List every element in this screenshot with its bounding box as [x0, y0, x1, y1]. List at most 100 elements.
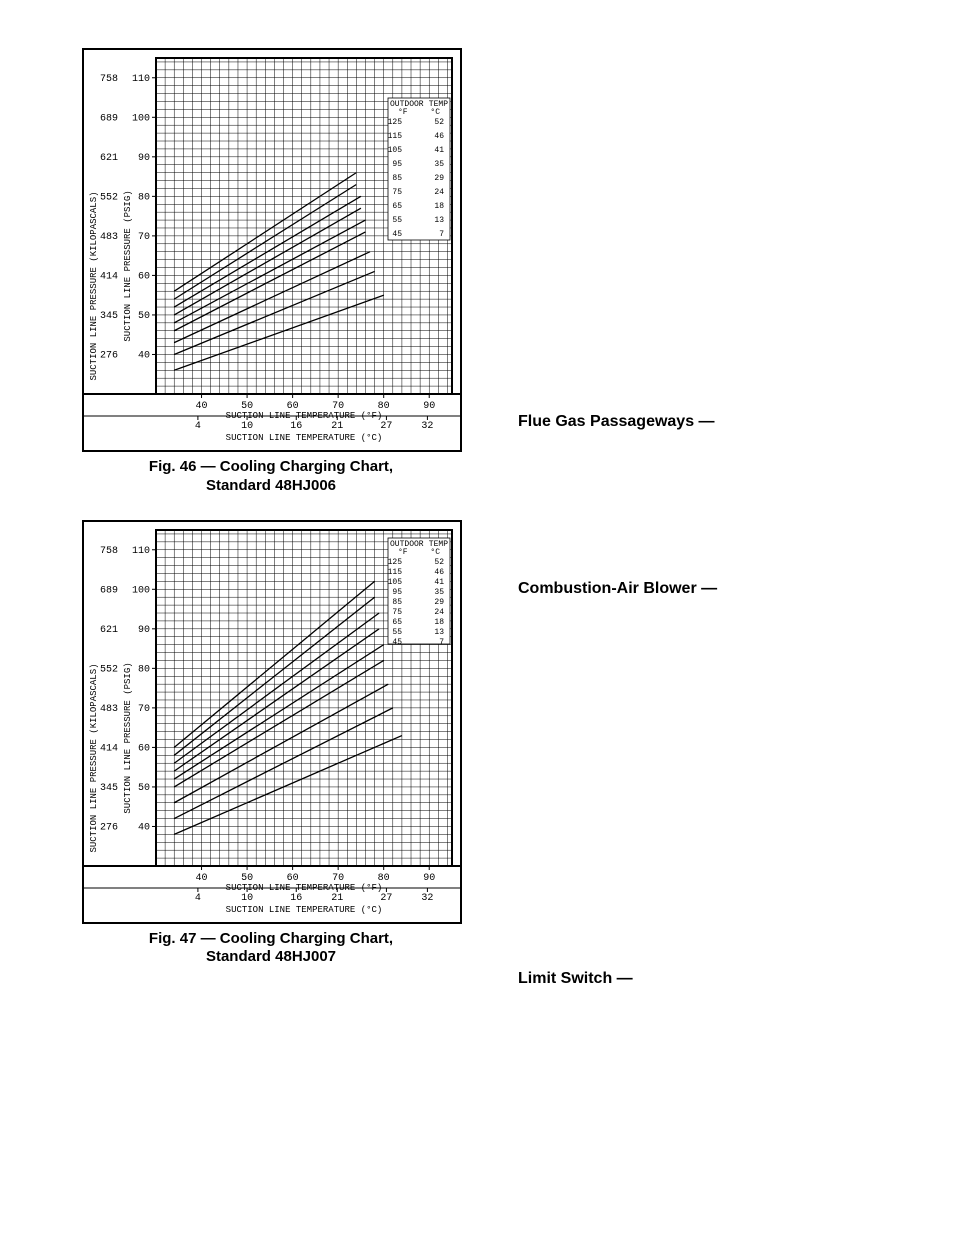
svg-text:40: 40 [196, 401, 208, 412]
svg-text:SUCTION LINE TEMPERATURE (°C): SUCTION LINE TEMPERATURE (°C) [226, 433, 383, 443]
svg-text:65: 65 [392, 618, 402, 627]
svg-text:10: 10 [241, 893, 253, 904]
svg-text:115: 115 [388, 568, 403, 577]
svg-text:758: 758 [100, 74, 118, 85]
svg-text:75: 75 [392, 188, 402, 197]
chart-46: 4050607080901001102763454144835526216897… [82, 48, 462, 452]
svg-text:70: 70 [138, 232, 150, 243]
svg-text:552: 552 [100, 664, 118, 675]
svg-text:60: 60 [138, 271, 150, 282]
svg-text:18: 18 [434, 618, 444, 627]
svg-text:27: 27 [380, 893, 392, 904]
section-combustion-air: Combustion-Air Blower — [518, 580, 717, 598]
svg-text:689: 689 [100, 585, 118, 596]
svg-text:80: 80 [138, 664, 150, 675]
svg-text:16: 16 [290, 421, 302, 432]
svg-text:125: 125 [388, 558, 403, 567]
svg-text:758: 758 [100, 545, 118, 556]
svg-text:80: 80 [138, 192, 150, 203]
chart-47-caption: Fig. 47 — Cooling Charging Chart, Standa… [82, 930, 460, 968]
svg-text:46: 46 [434, 568, 444, 577]
svg-text:29: 29 [434, 598, 444, 607]
svg-text:95: 95 [392, 160, 402, 169]
svg-text:90: 90 [423, 401, 435, 412]
svg-text:52: 52 [434, 118, 444, 127]
svg-text:SUCTION LINE PRESSURE (PSIG): SUCTION LINE PRESSURE (PSIG) [123, 662, 133, 813]
svg-text:21: 21 [331, 893, 343, 904]
svg-text:40: 40 [196, 873, 208, 884]
svg-text:4: 4 [195, 893, 201, 904]
svg-text:13: 13 [434, 216, 444, 225]
svg-text:276: 276 [100, 350, 118, 361]
svg-text:35: 35 [434, 588, 444, 597]
svg-text:276: 276 [100, 822, 118, 833]
svg-text:45: 45 [392, 638, 402, 647]
chart-47-caption-l2: Standard 48HJ007 [206, 948, 336, 965]
svg-text:45: 45 [392, 230, 402, 239]
svg-text:75: 75 [392, 608, 402, 617]
svg-text:16: 16 [290, 893, 302, 904]
svg-text:41: 41 [434, 146, 444, 155]
svg-text:24: 24 [434, 188, 444, 197]
svg-text:SUCTION LINE PRESSURE (KILOPAS: SUCTION LINE PRESSURE (KILOPASCALS) [89, 191, 99, 380]
svg-text:52: 52 [434, 558, 444, 567]
svg-text:414: 414 [100, 271, 118, 282]
svg-text:414: 414 [100, 743, 118, 754]
chart-46-caption-l1: Fig. 46 — Cooling Charging Chart, [149, 458, 393, 475]
section-limit-switch: Limit Switch — [518, 970, 633, 988]
svg-text:SUCTION LINE PRESSURE (PSIG): SUCTION LINE PRESSURE (PSIG) [123, 190, 133, 341]
svg-text:10: 10 [241, 421, 253, 432]
chart-46-caption: Fig. 46 — Cooling Charging Chart, Standa… [82, 458, 460, 496]
svg-text:115: 115 [388, 132, 403, 141]
svg-text:90: 90 [423, 873, 435, 884]
svg-text:SUCTION LINE TEMPERATURE (°C): SUCTION LINE TEMPERATURE (°C) [226, 905, 383, 915]
svg-text:345: 345 [100, 311, 118, 322]
svg-text:70: 70 [138, 703, 150, 714]
svg-text:105: 105 [388, 578, 403, 587]
svg-text:7: 7 [439, 638, 444, 647]
section-flue-gas: Flue Gas Passageways — [518, 413, 715, 431]
svg-text:90: 90 [138, 624, 150, 635]
svg-text:°F: °F [398, 548, 408, 557]
left-column: 4050607080901001102763454144835526216897… [82, 48, 460, 967]
svg-text:29: 29 [434, 174, 444, 183]
svg-text:689: 689 [100, 113, 118, 124]
svg-text:85: 85 [392, 174, 402, 183]
svg-text:621: 621 [100, 153, 118, 164]
svg-text:125: 125 [388, 118, 403, 127]
svg-text:105: 105 [388, 146, 403, 155]
svg-text:50: 50 [138, 311, 150, 322]
svg-text:21: 21 [331, 421, 343, 432]
svg-text:13: 13 [434, 628, 444, 637]
svg-text:55: 55 [392, 216, 402, 225]
svg-text:46: 46 [434, 132, 444, 141]
svg-text:SUCTION LINE PRESSURE (KILOPAS: SUCTION LINE PRESSURE (KILOPASCALS) [89, 663, 99, 852]
chart-46-svg: 4050607080901001102763454144835526216897… [84, 50, 460, 450]
svg-text:7: 7 [439, 230, 444, 239]
svg-text:24: 24 [434, 608, 444, 617]
chart-47: 4050607080901001102763454144835526216897… [82, 520, 462, 924]
svg-text:55: 55 [392, 628, 402, 637]
svg-text:4: 4 [195, 421, 201, 432]
svg-text:40: 40 [138, 350, 150, 361]
svg-text:32: 32 [421, 893, 433, 904]
svg-text:°F: °F [398, 108, 408, 117]
svg-text:552: 552 [100, 192, 118, 203]
svg-text:32: 32 [421, 421, 433, 432]
svg-text:35: 35 [434, 160, 444, 169]
svg-text:60: 60 [138, 743, 150, 754]
svg-text:90: 90 [138, 153, 150, 164]
svg-text:41: 41 [434, 578, 444, 587]
svg-text:621: 621 [100, 624, 118, 635]
svg-text:27: 27 [380, 421, 392, 432]
svg-text:50: 50 [138, 782, 150, 793]
svg-text:°C: °C [430, 108, 440, 117]
chart-46-caption-l2: Standard 48HJ006 [206, 477, 336, 494]
svg-text:100: 100 [132, 113, 150, 124]
svg-text:100: 100 [132, 585, 150, 596]
svg-text:483: 483 [100, 232, 118, 243]
chart-47-svg: 4050607080901001102763454144835526216897… [84, 522, 460, 922]
chart-47-caption-l1: Fig. 47 — Cooling Charging Chart, [149, 930, 393, 947]
svg-text:40: 40 [138, 822, 150, 833]
svg-text:85: 85 [392, 598, 402, 607]
